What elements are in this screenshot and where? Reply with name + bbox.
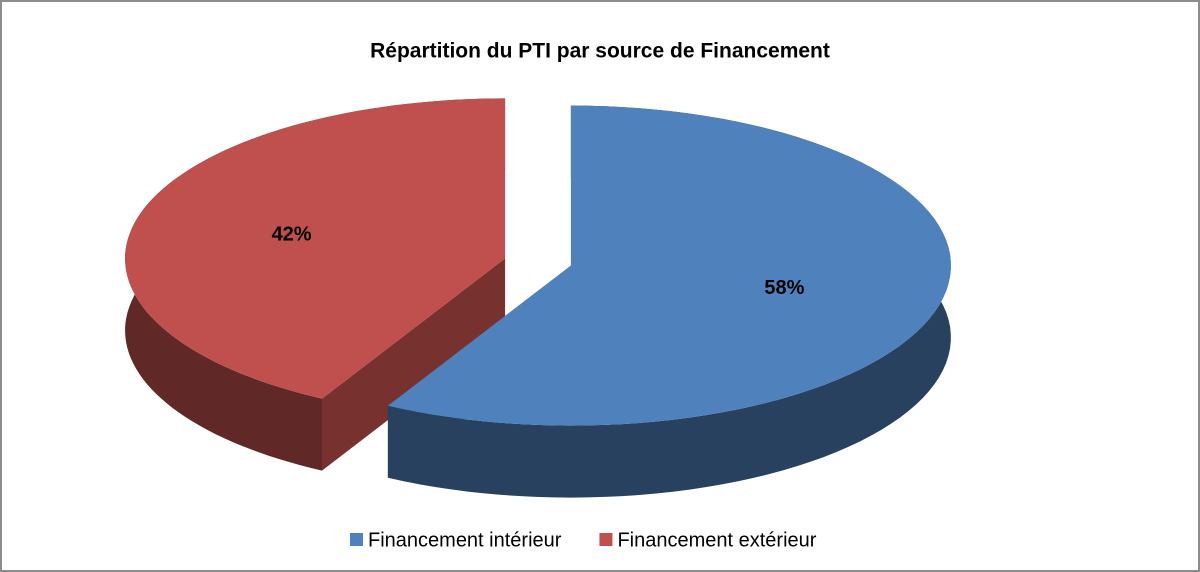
- data-label: 42%: [272, 224, 312, 246]
- data-label: 58%: [764, 277, 804, 299]
- pie-slice: [387, 105, 951, 426]
- pie-side: [322, 258, 506, 471]
- legend-label: Financement intérieur: [368, 529, 562, 551]
- legend-label: Financement extérieur: [617, 529, 816, 551]
- legend-swatch: [350, 533, 363, 546]
- chart-title: Répartition du PTI par source de Finance…: [370, 40, 830, 63]
- pie-slice: [125, 98, 506, 399]
- legend-swatch: [599, 533, 613, 546]
